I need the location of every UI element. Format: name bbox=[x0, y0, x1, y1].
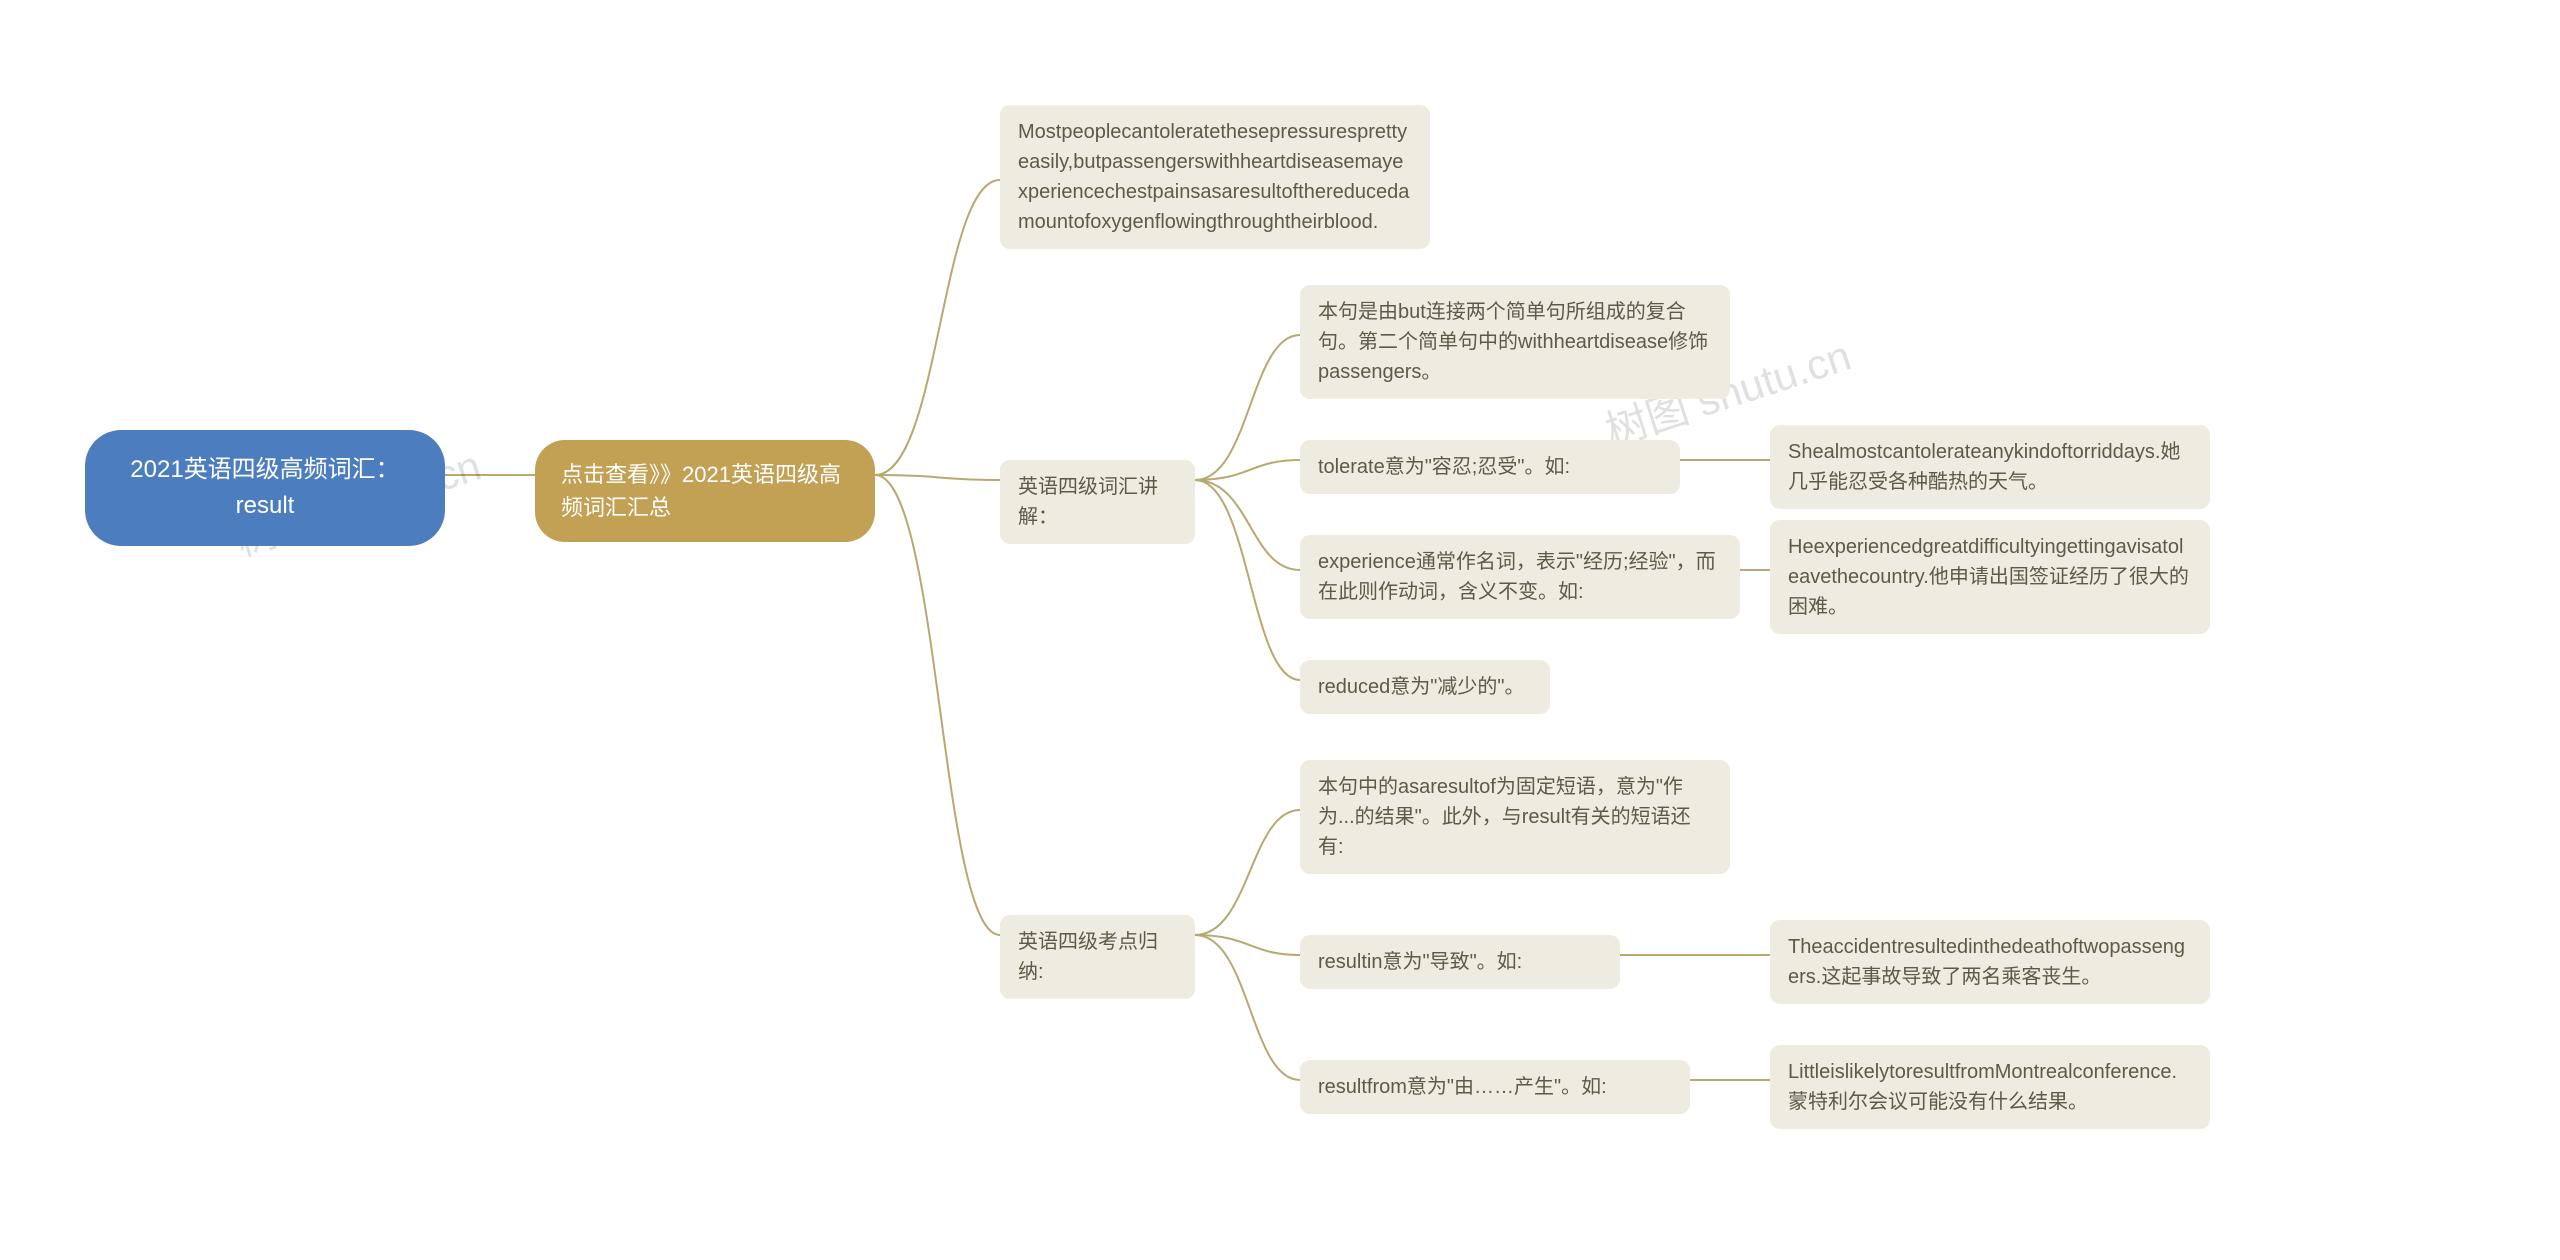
node-points-resultfrom-label[interactable]: resultfrom意为"由……产生"。如: bbox=[1300, 1060, 1690, 1114]
node-example-sentence[interactable]: Mostpeoplecantoleratethesepressuresprett… bbox=[1000, 105, 1430, 249]
node-vocab-tolerate-example[interactable]: Shealmostcantolerateanykindoftorriddays.… bbox=[1770, 425, 2210, 509]
node-vocab-item1[interactable]: 本句是由but连接两个简单句所组成的复合句。第二个简单句中的withheartd… bbox=[1300, 285, 1730, 399]
node-points-resultin-label[interactable]: resultin意为"导致"。如: bbox=[1300, 935, 1620, 989]
root-line2: result bbox=[125, 488, 405, 524]
node-points-item1[interactable]: 本句中的asaresultof为固定短语，意为"作为...的结果"。此外，与re… bbox=[1300, 760, 1730, 874]
node-points-resultin-example[interactable]: Theaccidentresultedinthedeathoftwopassen… bbox=[1770, 920, 2210, 1004]
node-vocab-tolerate-label[interactable]: tolerate意为"容忍;忍受"。如: bbox=[1300, 440, 1680, 494]
node-vocab-experience-example[interactable]: Heexperiencedgreatdifficultyingettingavi… bbox=[1770, 520, 2210, 634]
node-level1[interactable]: 点击查看》》2021英语四级高频词汇汇总 bbox=[535, 440, 875, 542]
node-vocab-reduced[interactable]: reduced意为"减少的"。 bbox=[1300, 660, 1550, 714]
node-points-title[interactable]: 英语四级考点归纳: bbox=[1000, 915, 1195, 999]
node-vocab-title[interactable]: 英语四级词汇讲解： bbox=[1000, 460, 1195, 544]
node-points-resultfrom-example[interactable]: LittleislikelytoresultfromMontrealconfer… bbox=[1770, 1045, 2210, 1129]
node-vocab-experience-label[interactable]: experience通常作名词，表示"经历;经验"，而在此则作动词，含义不变。如… bbox=[1300, 535, 1740, 619]
mindmap-root[interactable]: 2021英语四级高频词汇： result bbox=[85, 430, 445, 546]
root-line1: 2021英语四级高频词汇： bbox=[125, 452, 405, 488]
